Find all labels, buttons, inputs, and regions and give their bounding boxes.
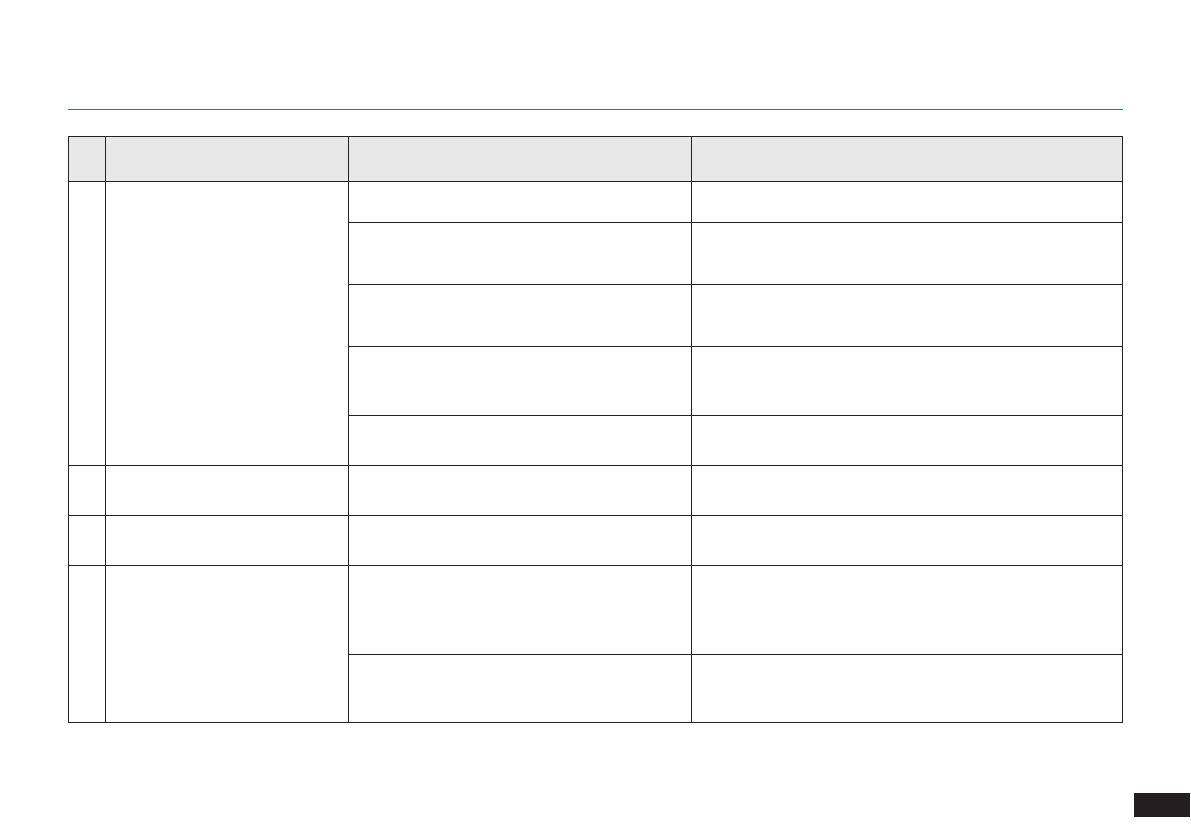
table-cell (68, 181, 106, 466)
table-cell (105, 515, 349, 566)
table-row (68, 465, 1123, 516)
table-cell (348, 515, 692, 566)
table-cell (691, 222, 1123, 285)
table-cell (691, 181, 1123, 223)
header-cell (348, 136, 692, 182)
table-cell (348, 346, 692, 416)
table-header-row (68, 136, 1123, 182)
table-cell (348, 181, 692, 223)
header-cell (105, 136, 349, 182)
table-row (69, 654, 1123, 723)
table-cell (691, 415, 1123, 466)
table-cell (68, 565, 106, 723)
table-cell (348, 465, 692, 516)
table-cell (348, 284, 692, 347)
table-cell (105, 565, 349, 723)
table-cell (691, 465, 1123, 516)
table-cell (348, 222, 692, 285)
table-cell (348, 565, 692, 655)
table-row (69, 415, 1123, 466)
table-cell (691, 515, 1123, 566)
table-row (68, 181, 1123, 466)
header-cell (68, 136, 106, 182)
page-number-tab (1134, 793, 1190, 817)
table-cell (348, 654, 692, 723)
table-cell (691, 284, 1123, 347)
table-cell (691, 565, 1123, 655)
table-cell (105, 181, 349, 466)
content-table (68, 136, 1123, 723)
table-row (69, 346, 1123, 416)
table-cell (348, 415, 692, 466)
table-cell (691, 346, 1123, 416)
header-cell (691, 136, 1123, 182)
table-cell (105, 465, 349, 516)
table-row (68, 515, 1123, 566)
table-row (68, 565, 1123, 723)
table-cell (68, 465, 106, 516)
table-cell (68, 515, 106, 566)
table-cell (691, 654, 1123, 723)
header-rule (68, 109, 1123, 110)
